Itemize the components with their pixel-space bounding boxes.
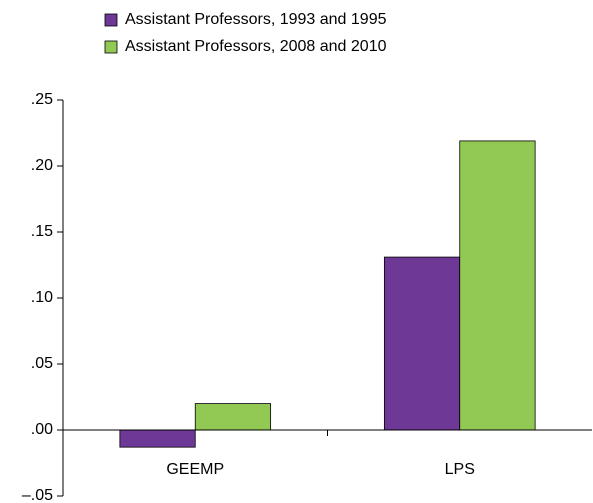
y-tick-label: .00 xyxy=(31,421,53,438)
y-tick-label: .05 xyxy=(31,355,53,372)
x-tick-label: GEEMP xyxy=(166,461,224,478)
legend-swatch xyxy=(104,40,118,54)
legend-label: Assistant Professors, 1993 and 1995 xyxy=(125,11,387,28)
y-tick-label: –.05 xyxy=(22,487,53,503)
y-tick-label: .20 xyxy=(31,157,53,174)
x-tick-label: LPS xyxy=(445,461,475,478)
legend-label: Assistant Professors, 2008 and 2010 xyxy=(125,38,387,55)
legend-swatch xyxy=(104,13,118,27)
y-tick-label: .25 xyxy=(31,91,53,108)
y-tick-label: .10 xyxy=(31,289,53,306)
bar xyxy=(459,140,536,431)
bar xyxy=(383,256,461,431)
y-tick-label: .15 xyxy=(31,223,53,240)
bar xyxy=(194,403,272,431)
bar xyxy=(119,429,196,448)
